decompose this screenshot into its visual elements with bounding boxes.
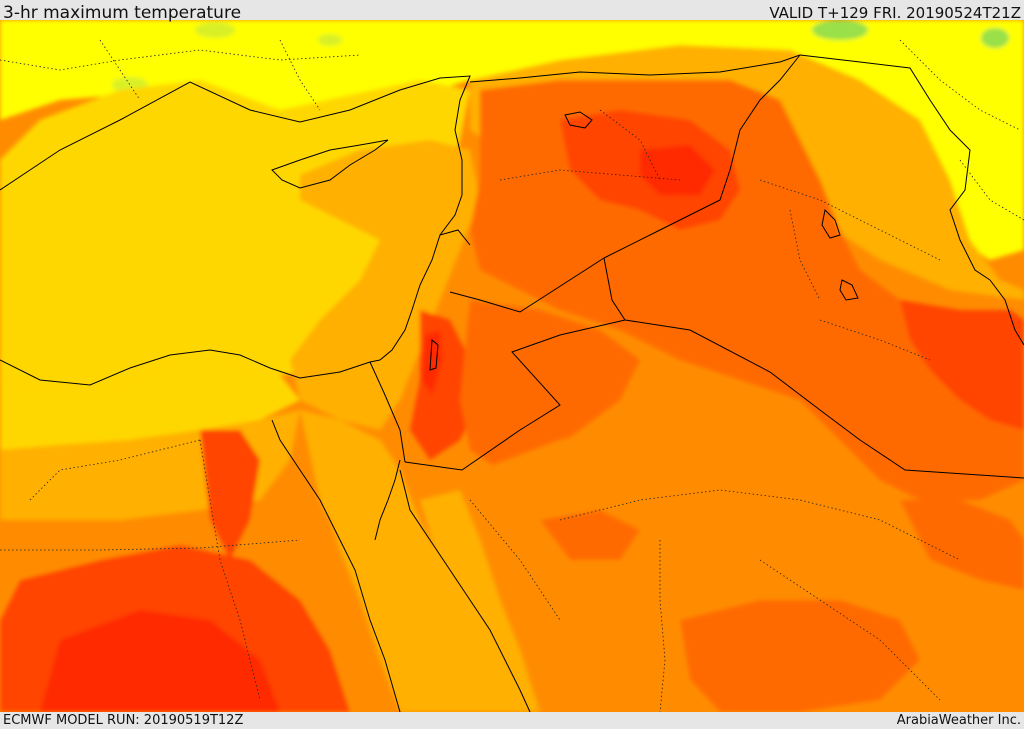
admin-turkey-2 — [99, 39, 141, 101]
admin-boundaries — [0, 39, 1024, 712]
map-title: 3-hr maximum temperature — [3, 3, 242, 23]
zone-red-nile — [200, 430, 260, 560]
admin-saudi-3 — [759, 559, 941, 701]
footer-bar: ECMWF MODEL RUN: 20190519T12Z ArabiaWeat… — [0, 712, 1024, 729]
zone-darkorange-saudi-1 — [680, 600, 920, 712]
border-lebanon — [439, 229, 471, 246]
lake-tharthar — [821, 208, 841, 239]
border-jordan-saudi — [404, 319, 626, 471]
lake-razazza — [839, 279, 859, 301]
turkey-south-coast — [0, 75, 471, 195]
valid-time: VALID T+129 FRI. 20190524T21Z — [769, 4, 1021, 22]
border-syria-iraq — [603, 54, 801, 259]
borders — [369, 54, 1024, 479]
zone-red-jordanvalley — [422, 330, 442, 395]
zone-red-egypt-core — [40, 610, 280, 712]
gulf-suez-west — [271, 419, 401, 712]
zone-green-3 — [195, 22, 235, 38]
admin-iran-1 — [899, 39, 1021, 131]
border-egypt-israel — [369, 361, 406, 463]
redsea-east-coast — [399, 469, 531, 712]
coastlines — [0, 75, 1024, 712]
zone-gold-sea — [0, 360, 300, 450]
temperature-map — [0, 20, 1024, 712]
admin-turkey-3 — [279, 39, 321, 111]
admin-iraq-3 — [789, 209, 821, 301]
zone-red-syria-core — [640, 145, 715, 195]
admin-turkey-1 — [0, 49, 361, 71]
admin-egypt-2 — [199, 439, 261, 701]
cyprus-outline — [271, 139, 389, 189]
temperature-map-svg — [0, 20, 1024, 712]
dead-sea — [429, 338, 439, 371]
persian-gulf-coast — [989, 279, 1024, 346]
header-bar: 3-hr maximum temperature VALID T+129 FRI… — [0, 0, 1024, 23]
zone-amber-hejaz — [420, 490, 540, 712]
zone-red-iraq — [900, 300, 1024, 430]
border-syria-turkey — [469, 54, 801, 83]
admin-egypt-3 — [29, 439, 201, 501]
border-iraq-saudi — [624, 319, 1024, 479]
zone-darkorange-saudi-3 — [540, 510, 640, 560]
admin-syria-2 — [599, 109, 661, 181]
africa-north-coast — [0, 349, 381, 386]
border-syria-jordan — [449, 257, 605, 313]
zone-yellow-north — [0, 20, 1024, 260]
admin-iraq-1 — [759, 179, 941, 261]
lake-assad — [564, 111, 593, 129]
admin-iran-2 — [959, 159, 1024, 221]
zone-darkorange-jordan — [460, 300, 640, 470]
zone-darkorange-saudi-2 — [900, 500, 1024, 590]
levant-coast — [379, 194, 463, 361]
zone-green-1 — [812, 20, 868, 40]
admin-iraq-2 — [819, 319, 931, 361]
model-run: ECMWF MODEL RUN: 20190519T12Z — [3, 713, 244, 728]
zone-green-5 — [318, 34, 342, 46]
zone-amber-levant — [290, 140, 480, 430]
zone-green-2 — [981, 28, 1009, 48]
credit-label: ArabiaWeather Inc. — [896, 713, 1021, 728]
gulf-aqaba — [374, 459, 401, 541]
border-iran-iraq — [799, 54, 991, 281]
admin-saudi-1 — [559, 489, 961, 561]
border-jordan-iraq — [603, 257, 626, 321]
